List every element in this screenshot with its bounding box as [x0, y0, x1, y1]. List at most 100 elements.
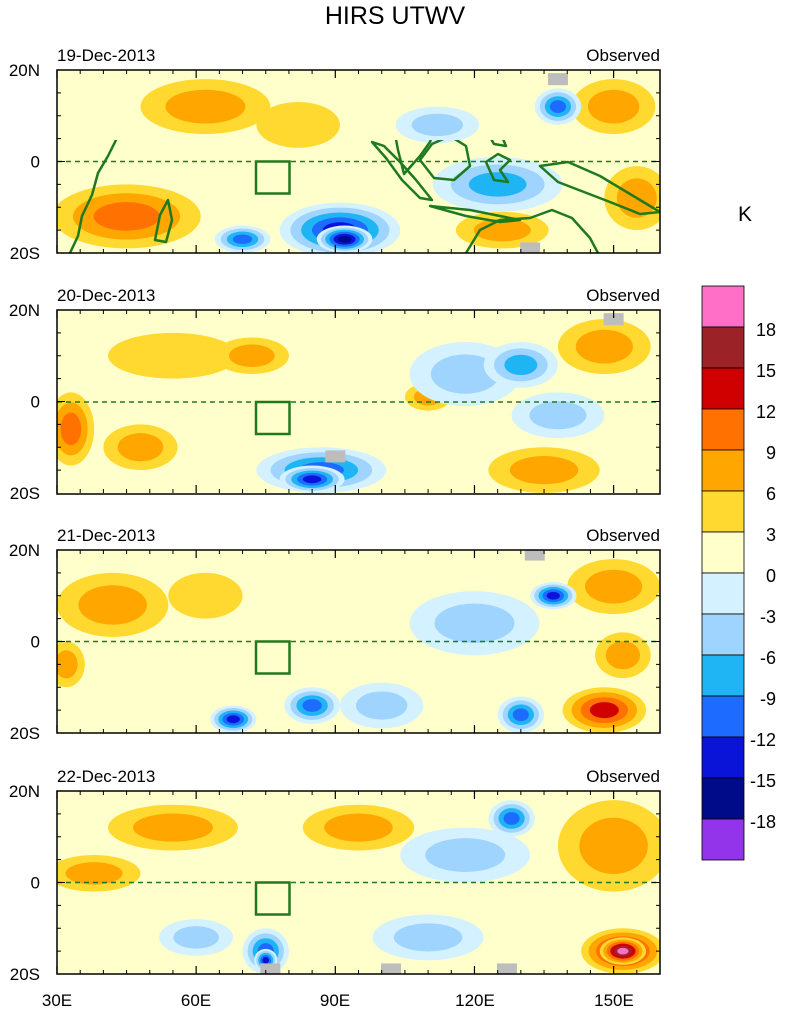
africa-coastline [68, 140, 118, 254]
anomaly-blob [473, 218, 531, 242]
anomaly-blob [393, 923, 463, 952]
anomaly-blob [226, 715, 240, 724]
anomaly-blob [65, 862, 123, 885]
anomaly-blob [468, 172, 527, 197]
colorbar-swatch [701, 367, 745, 410]
colorbar-label: -12 [750, 730, 776, 750]
y-tick-label: 0 [31, 633, 40, 652]
field-layer [57, 791, 660, 974]
missing-data-patch [380, 963, 401, 974]
y-tick-label: 20N [9, 61, 40, 80]
panel-status: Observed [586, 767, 660, 786]
anomaly-blob [132, 813, 213, 842]
anomaly-blob [503, 812, 520, 825]
anomaly-blob [575, 329, 633, 364]
y-tick-label: 20N [9, 782, 40, 801]
colorbar-label: 15 [756, 361, 776, 381]
anomaly-blob [117, 433, 164, 462]
x-tick-label: 60E [181, 991, 211, 1010]
anomaly-blob [60, 412, 82, 446]
anomaly-blob [108, 332, 238, 379]
australia-coastline [464, 208, 600, 254]
anomaly-blob [232, 234, 253, 245]
x-tick-label: 150E [594, 991, 634, 1010]
panel-date: 22-Dec-2013 [57, 767, 155, 786]
anomaly-blob [529, 401, 587, 430]
panel-date: 21-Dec-2013 [57, 526, 155, 545]
y-tick-label: 0 [31, 153, 40, 172]
x-tick-label: 90E [320, 991, 350, 1010]
colorbar-swatch [701, 736, 745, 779]
sumatra-coastline [370, 140, 434, 202]
colorbar-label: 0 [766, 566, 776, 586]
panel-3: 21-Dec-2013 Observed 20N 0 20S [9, 526, 661, 743]
missing-data-patch [496, 963, 517, 974]
y-tick-label: 20N [9, 301, 40, 320]
anomaly-blob [579, 817, 648, 875]
colorbar-swatch [701, 654, 745, 697]
colorbar-label: 18 [756, 320, 776, 340]
field-layer [57, 70, 660, 253]
panel-date: 19-Dec-2013 [57, 46, 155, 65]
missing-data-patch [603, 313, 624, 326]
y-tick-label: 20S [10, 965, 40, 984]
anomaly-blob [337, 235, 352, 243]
panel-date: 20-Dec-2013 [57, 286, 155, 305]
anomaly-blob [324, 813, 393, 842]
anomaly-blob [356, 691, 408, 720]
anomaly-blob [57, 650, 78, 679]
anomaly-blob [256, 102, 340, 148]
colorbar-swatch [701, 613, 745, 656]
anomaly-blob [302, 699, 322, 712]
colorbar-label: -9 [760, 689, 776, 709]
y-tick-label: 20N [9, 541, 40, 560]
region-box [254, 160, 291, 195]
colorbar-label: -18 [750, 812, 776, 832]
colorbar-label: -6 [760, 648, 776, 668]
colorbar-label: 6 [766, 484, 776, 504]
colorbar-swatch [701, 449, 745, 492]
region-box [254, 640, 291, 675]
missing-data-patch [325, 450, 346, 463]
missing-data-patch [520, 242, 541, 253]
colorbar-swatch [701, 285, 745, 328]
anomaly-blob [504, 354, 538, 376]
panel-4: 22-Dec-2013 Observed 20N 0 20S [9, 767, 661, 984]
java-coastline [428, 204, 522, 224]
colorbar-swatch [701, 490, 745, 533]
panel-status: Observed [586, 46, 660, 65]
anomaly-blob [605, 641, 641, 670]
panel-2: 20-Dec-2013 Observed 20N 0 20S [9, 286, 661, 503]
region-box [254, 400, 291, 436]
anomaly-blob [589, 702, 619, 719]
panel-1: 19-Dec-2013 Observed 20N 0 20S [9, 46, 661, 263]
x-tick-label: 30E [42, 991, 72, 1010]
new-guinea-coastline [538, 160, 660, 216]
colorbar-label: 3 [766, 525, 776, 545]
missing-data-patch [524, 550, 545, 561]
sulawesi-coastline [484, 152, 512, 184]
panel-status: Observed [586, 286, 660, 305]
region-box [254, 881, 291, 916]
borneo-coastline [418, 140, 472, 182]
madagascar-coastline [153, 198, 174, 244]
colorbar-swatch [701, 695, 745, 738]
anomaly-blob [430, 354, 500, 394]
anomaly-blob [509, 456, 579, 485]
colorbar-swatch [701, 777, 745, 820]
y-tick-label: 0 [31, 874, 40, 893]
anomaly-blob [587, 89, 640, 124]
colorbar: 18 15 12 9 6 3 0 -3 -6 -9 -12 -15 -18 [701, 285, 776, 861]
anomaly-blob [228, 344, 275, 368]
coastline-layer [68, 140, 660, 254]
panel-status: Observed [586, 526, 660, 545]
anomaly-blob [617, 947, 629, 955]
anomaly-blob [302, 475, 322, 484]
y-tick-label: 20S [10, 484, 40, 503]
colorbar-swatch [701, 531, 745, 574]
anomaly-blob [549, 100, 567, 113]
colorbar-swatch [701, 818, 745, 861]
colorbar-units-label: K [738, 203, 752, 226]
anomaly-blob [546, 591, 560, 600]
